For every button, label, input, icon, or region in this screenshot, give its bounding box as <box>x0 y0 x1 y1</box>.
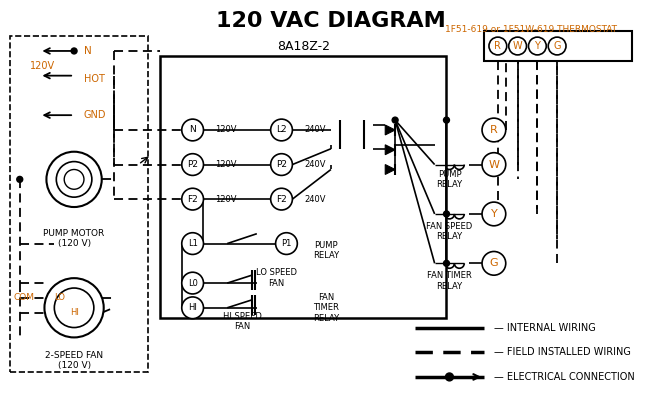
Circle shape <box>275 233 297 254</box>
Text: P2: P2 <box>187 160 198 169</box>
Circle shape <box>529 37 546 55</box>
Text: L1: L1 <box>188 239 198 248</box>
Text: Y: Y <box>490 209 497 219</box>
Text: — ELECTRICAL CONNECTION: — ELECTRICAL CONNECTION <box>494 372 634 382</box>
Circle shape <box>54 288 94 328</box>
Text: 120V: 120V <box>215 160 237 169</box>
Text: 120V: 120V <box>29 61 55 71</box>
Circle shape <box>182 233 204 254</box>
Text: G: G <box>553 41 561 51</box>
Text: LO SPEED
FAN: LO SPEED FAN <box>256 269 297 288</box>
Circle shape <box>444 211 450 217</box>
Circle shape <box>182 272 204 294</box>
Text: 8A18Z-2: 8A18Z-2 <box>277 39 330 52</box>
Bar <box>10 36 148 372</box>
Circle shape <box>44 278 104 337</box>
Text: G: G <box>490 259 498 268</box>
Circle shape <box>64 170 84 189</box>
Text: P1: P1 <box>281 239 291 248</box>
Text: R: R <box>490 125 498 135</box>
Text: HOT: HOT <box>84 74 105 84</box>
Text: HI SPEED
FAN: HI SPEED FAN <box>222 312 261 331</box>
Text: 2-SPEED FAN: 2-SPEED FAN <box>45 351 103 360</box>
Text: FAN SPEED
RELAY: FAN SPEED RELAY <box>426 222 472 241</box>
Text: LO: LO <box>54 293 65 303</box>
Text: PUMP
RELAY: PUMP RELAY <box>436 170 462 189</box>
Circle shape <box>182 297 204 319</box>
Text: PUMP
RELAY: PUMP RELAY <box>313 241 339 260</box>
Text: HI: HI <box>70 308 78 317</box>
Text: — INTERNAL WIRING: — INTERNAL WIRING <box>494 323 596 333</box>
Text: 1F51-619 or 1F51W-619 THERMOSTAT: 1F51-619 or 1F51W-619 THERMOSTAT <box>446 25 618 34</box>
Text: W: W <box>513 41 523 51</box>
Text: 240V: 240V <box>304 195 326 204</box>
Polygon shape <box>385 145 395 155</box>
Circle shape <box>548 37 566 55</box>
Text: PUMP MOTOR: PUMP MOTOR <box>44 229 105 238</box>
Text: COM: COM <box>13 293 35 303</box>
Text: W: W <box>488 160 499 170</box>
Text: (120 V): (120 V) <box>58 361 90 370</box>
Text: P2: P2 <box>276 160 287 169</box>
Circle shape <box>482 118 506 142</box>
Circle shape <box>271 119 292 141</box>
Text: Y: Y <box>535 41 540 51</box>
Text: 120V: 120V <box>215 125 237 134</box>
Text: L0: L0 <box>188 279 198 287</box>
Text: FAN TIMER
RELAY: FAN TIMER RELAY <box>427 272 472 291</box>
Circle shape <box>71 48 77 54</box>
Text: FAN
TIMER
RELAY: FAN TIMER RELAY <box>313 293 339 323</box>
Circle shape <box>444 117 450 123</box>
Text: L2: L2 <box>276 125 287 134</box>
Text: 120 VAC DIAGRAM: 120 VAC DIAGRAM <box>216 11 446 31</box>
Circle shape <box>446 373 454 381</box>
Polygon shape <box>385 125 395 135</box>
Text: (120 V): (120 V) <box>58 239 90 248</box>
Circle shape <box>182 119 204 141</box>
Text: N: N <box>84 46 92 56</box>
Text: F2: F2 <box>276 195 287 204</box>
Text: 240V: 240V <box>304 125 326 134</box>
Circle shape <box>46 152 102 207</box>
Circle shape <box>482 251 506 275</box>
Text: 240V: 240V <box>304 160 326 169</box>
Circle shape <box>482 153 506 176</box>
Polygon shape <box>385 165 395 174</box>
Circle shape <box>17 176 23 182</box>
Circle shape <box>482 202 506 226</box>
Text: N: N <box>189 125 196 134</box>
Circle shape <box>509 37 527 55</box>
Circle shape <box>182 154 204 176</box>
Circle shape <box>56 162 92 197</box>
Bar <box>160 56 446 318</box>
Text: HI: HI <box>188 303 197 312</box>
Bar <box>484 31 632 61</box>
Circle shape <box>271 154 292 176</box>
Circle shape <box>392 117 398 123</box>
Text: — FIELD INSTALLED WIRING: — FIELD INSTALLED WIRING <box>494 347 630 357</box>
Circle shape <box>271 188 292 210</box>
Text: 120V: 120V <box>215 195 237 204</box>
Text: R: R <box>494 41 501 51</box>
Text: F2: F2 <box>187 195 198 204</box>
Circle shape <box>489 37 507 55</box>
Circle shape <box>182 188 204 210</box>
Text: GND: GND <box>84 110 107 120</box>
Circle shape <box>444 260 450 266</box>
